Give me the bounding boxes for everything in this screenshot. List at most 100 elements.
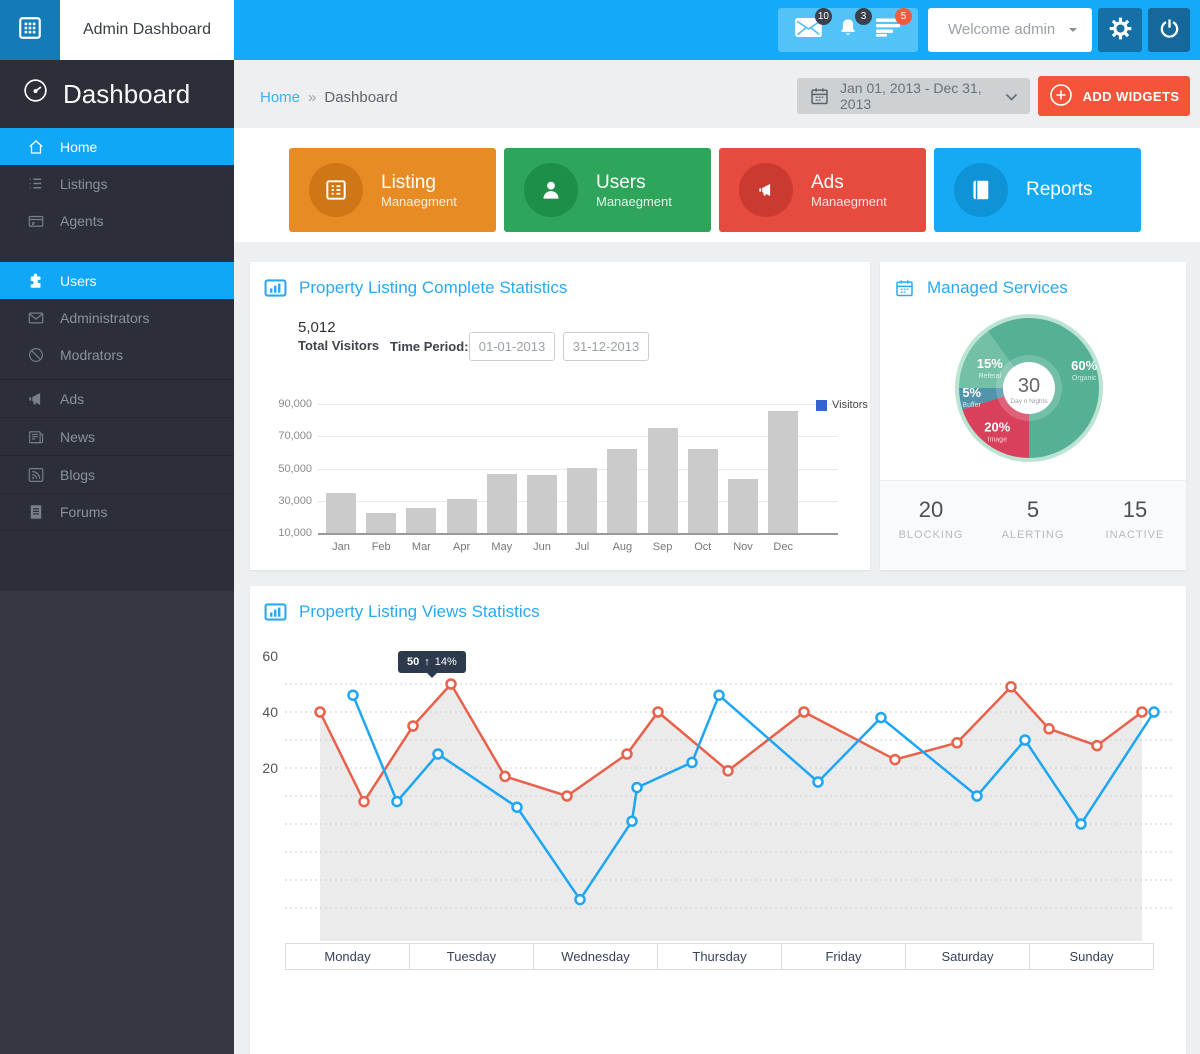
top-bar: Admin Dashboard 10 3 5 Welcome admin (0, 0, 1200, 60)
card-listing[interactable]: Listing Manaegment (289, 148, 496, 232)
x-axis-tick: Apr (453, 541, 471, 553)
bar-chart-icon (264, 279, 287, 297)
table-icon (309, 163, 363, 217)
bar-jan (326, 493, 356, 533)
date-range-picker[interactable]: Jan 01, 2013 - Dec 31, 2013 (797, 78, 1030, 114)
card-subtitle: Manaegment (381, 193, 457, 209)
x-axis-tick: Jun (533, 541, 551, 553)
sidebar-item-agents[interactable]: Agents (0, 202, 234, 239)
newspaper-icon (27, 428, 47, 446)
bar-may (486, 474, 517, 533)
x-axis-tick: Jul (575, 541, 590, 553)
stat-inactive: 15 INACTIVE (1084, 481, 1186, 570)
envelope-icon (27, 309, 47, 327)
ban-icon (27, 346, 47, 364)
sidebar-item-modrators[interactable]: Modrators (0, 336, 234, 373)
mail-icon (794, 18, 822, 42)
list-icon (27, 175, 47, 192)
weekday-label: Thursday (657, 943, 782, 970)
stat-label: ALERTING (1001, 529, 1065, 541)
svg-text:Referal: Referal (979, 373, 1002, 380)
bar-gridline (318, 436, 838, 438)
svg-text:Image: Image (988, 437, 1008, 444)
alerts-button[interactable]: 3 (834, 8, 872, 44)
logout-button[interactable] (1148, 8, 1190, 52)
x-axis-tick: Jan (332, 541, 350, 553)
sidebar-item-forums[interactable]: Forums (0, 493, 234, 531)
x-axis-tick: Feb (371, 541, 391, 553)
svg-text:Organic: Organic (1072, 375, 1097, 382)
y-axis-tick: 10,000 (278, 527, 312, 539)
bar-mar (406, 508, 437, 533)
period-to-input[interactable] (563, 332, 649, 361)
weekday-label: Friday (781, 943, 906, 970)
weekday-axis: Monday Tuesday Wednesday Thursday Friday Satu… (285, 943, 1154, 970)
sidebar-item-label: Blogs (60, 466, 96, 483)
panel-header: Property Listing Views Statistics (264, 602, 540, 622)
card-title: Users (596, 171, 646, 193)
notification-group: 10 3 5 (778, 8, 918, 52)
panel-title: Managed Services (927, 278, 1068, 297)
sidebar-item-listings[interactable]: Listings (0, 165, 234, 202)
sidebar-item-administrators[interactable]: Administrators (0, 299, 234, 336)
panel-header: Managed Services (894, 278, 1068, 298)
id-card-icon (27, 212, 47, 230)
x-axis-tick: Nov (733, 541, 753, 553)
grid-icon (17, 15, 43, 46)
settings-button[interactable] (1098, 8, 1142, 52)
stat-value: 20 (918, 497, 944, 522)
app-logo[interactable] (0, 0, 60, 60)
stat-value: 15 (1122, 497, 1148, 522)
sidebar-item-blogs[interactable]: Blogs (0, 455, 234, 493)
x-axis-line (318, 533, 838, 535)
chart-tooltip: 50 ↑ 14% (398, 651, 466, 678)
stat-alerting: 5 ALERTING (982, 481, 1084, 570)
chevron-down-icon (1069, 28, 1077, 36)
breadcrumb-home-link[interactable]: Home (260, 89, 301, 106)
bar-jun (527, 474, 557, 533)
services-stats-row: 20 BLOCKING 5 ALERTING 15 INACTIVE (880, 480, 1186, 570)
legend-label: Visitors (832, 399, 868, 411)
puzzle-icon (27, 272, 47, 290)
sidebar-item-ads[interactable]: Ads (0, 379, 234, 417)
sidebar-nav: Home Listings Agents Users Administrators Mod… (0, 128, 234, 531)
services-donut-chart: 60% Organic 20% Image 5% Buffer 15% Referal 30 Da… (949, 308, 1109, 468)
total-visitors-value: 5,012 (298, 319, 336, 336)
card-ads[interactable]: Ads Manaegment (719, 148, 926, 232)
card-reports[interactable]: Reports (934, 148, 1141, 232)
user-menu-dropdown[interactable]: Welcome admin (928, 8, 1092, 52)
megaphone-icon (27, 390, 47, 408)
sidebar-item-label: Users (60, 272, 97, 289)
views-statistics-panel: Property Listing Views Statistics Monday… (250, 586, 1186, 1054)
sidebar-title: Dashboard (63, 78, 191, 109)
donut-svg: 60% Organic 20% Image 5% Buffer 15% Referal 30Da… (955, 314, 1103, 462)
svg-text:30: 30 (1018, 375, 1040, 397)
chevron-down-icon (1005, 88, 1018, 104)
messages-count-badge: 5 (895, 8, 912, 25)
card-title: Listing (381, 171, 436, 193)
messages-button[interactable]: 5 (874, 8, 912, 43)
line-chart-svg (285, 678, 1175, 941)
power-icon (1158, 17, 1181, 43)
sidebar-item-label: Administrators (60, 309, 150, 326)
sidebar-item-users[interactable]: Users (0, 262, 234, 299)
weekday-label: Saturday (905, 943, 1030, 970)
bar-nov (728, 478, 758, 533)
tooltip-value: 50 (407, 656, 420, 668)
add-widgets-button[interactable]: ADD WIDGETS (1038, 76, 1190, 116)
management-cards: Listing Manaegment Users Manaegment Ads Manae… (289, 148, 1141, 232)
gear-icon (1108, 16, 1133, 44)
time-period-label: Time Period: (390, 339, 469, 354)
card-users[interactable]: Users Manaegment (504, 148, 711, 232)
weekday-label: Wednesday (533, 943, 658, 970)
svg-text:60%: 60% (1071, 358, 1097, 373)
sidebar-item-home[interactable]: Home (0, 128, 234, 165)
card-title: Reports (1026, 179, 1093, 200)
mail-notifications-button[interactable]: 10 (794, 8, 832, 43)
sidebar-item-news[interactable]: News (0, 417, 234, 455)
period-from-input[interactable] (469, 332, 555, 361)
chart-legend: Visitors (816, 399, 868, 411)
bell-icon (837, 16, 859, 44)
rss-icon (27, 466, 47, 484)
tooltip-arrow-icon: ↑ (424, 656, 430, 668)
